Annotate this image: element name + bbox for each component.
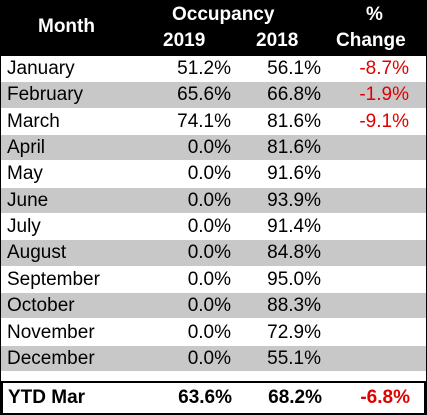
month-cell: August [7,242,67,264]
header-year: 2019 [163,30,206,51]
month-cell: YTD Mar [8,387,86,408]
value-2018: 91.4% [267,216,321,238]
value-2018: 66.8% [267,84,321,106]
header-occupancy: Occupancy [172,4,275,25]
header-month: Month [38,16,95,37]
value-2018: 55.1% [267,347,321,369]
month-cell: July [7,216,41,238]
value-2019: 0.0% [187,216,231,238]
value-2018: 68.2% [268,387,322,408]
value-2019: 0.0% [187,268,231,290]
table-row: June 0.0% 93.9% [1,187,426,215]
table-row: March 74.1% 81.6% -9.1% [1,109,426,136]
value-2019: 0.0% [187,295,231,317]
month-cell: September [7,268,100,290]
value-2019: 74.1% [177,110,231,132]
value-2018: 93.9% [267,189,321,211]
table-row: August 0.0% 84.8% [1,240,426,267]
month-cell: June [7,189,49,211]
percent-change: -8.7% [359,58,409,79]
table-row: July 0.0% 91.4% [1,214,426,241]
month-cell: December [7,347,95,369]
value-2019: 0.0% [187,321,231,343]
total-cells: YTD Mar 63.6% 68.2% -6.8% [2,385,427,411]
value-2018: 72.9% [267,321,321,343]
value-2018: 81.6% [267,110,321,132]
value-2018: 81.6% [267,137,321,159]
header-change: % [366,4,383,25]
value-2018: 84.8% [267,242,321,264]
value-2019: 0.0% [187,242,231,264]
table-row: April 0.0% 81.6% [1,135,426,162]
table-row: October 0.0% 88.3% [1,293,426,320]
header-change: Change [336,30,406,51]
month-cell: January [7,58,75,79]
value-2019: 0.0% [187,189,231,211]
value-2018: 56.1% [267,58,321,79]
value-2019: 0.0% [187,137,231,159]
table-row: February 65.6% 66.8% -1.9% [1,82,426,109]
month-cell: March [7,110,60,132]
table-row: January 51.2% 56.1% -8.7% [1,56,426,83]
value-2019: 63.6% [178,387,232,408]
total-row: YTD Mar 63.6% 68.2% -6.8% [1,381,426,415]
month-cell: February [7,84,84,106]
header-year: 2018 [256,30,299,51]
value-2018: 88.3% [267,295,321,317]
month-cell: October [7,295,75,317]
value-2018: 95.0% [267,268,321,290]
table-row: May 0.0% 91.6% [1,161,426,188]
month-cell: April [7,137,46,159]
percent-change: -1.9% [359,84,409,106]
value-2019: 65.6% [177,84,231,106]
value-2018: 91.6% [267,163,321,185]
value-2019: 0.0% [187,163,231,185]
table-row: December 0.0% 55.1% [1,345,426,373]
month-cell: May [7,163,43,185]
header-band: Month Occupancy 2019 2018 % Change [0,0,427,56]
table-row: November 0.0% 72.9% [1,320,426,346]
month-cell: November [7,321,95,343]
value-2019: 0.0% [187,347,231,369]
value-2019: 51.2% [177,58,231,79]
percent-change: -9.1% [359,110,409,132]
percent-change: -6.8% [360,387,410,408]
table-row: September 0.0% 95.0% [1,267,426,294]
